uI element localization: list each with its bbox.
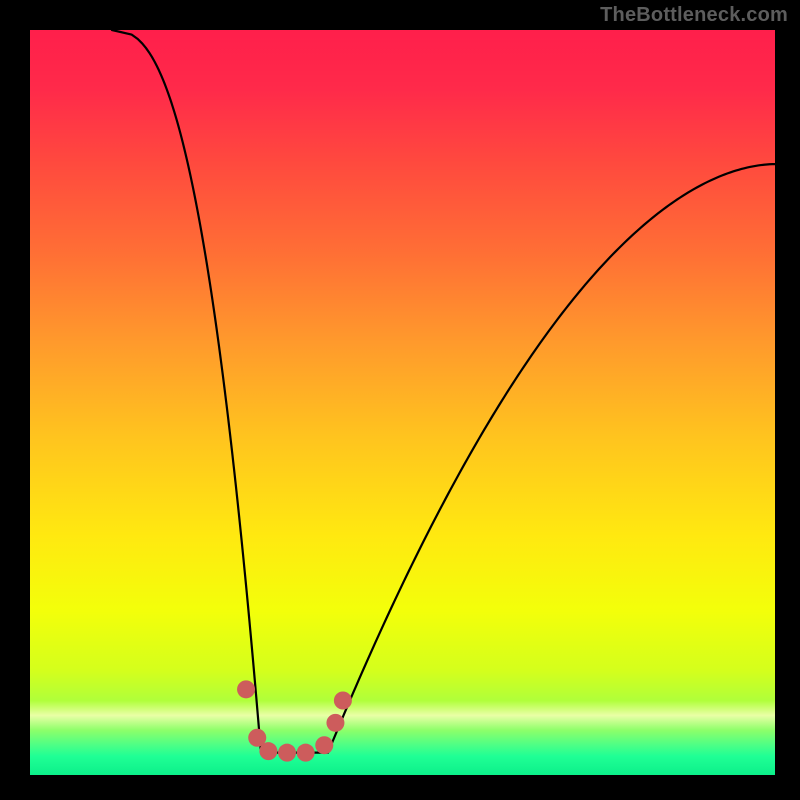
heatmap-gradient xyxy=(30,30,775,775)
valley-marker xyxy=(297,744,315,762)
chart-stage: TheBottleneck.com xyxy=(0,0,800,800)
valley-marker xyxy=(259,742,277,760)
valley-marker xyxy=(334,692,352,710)
valley-marker xyxy=(315,736,333,754)
valley-marker xyxy=(237,680,255,698)
valley-marker xyxy=(278,744,296,762)
bottleneck-chart xyxy=(0,0,800,800)
watermark-label: TheBottleneck.com xyxy=(600,4,788,27)
valley-marker xyxy=(326,714,344,732)
